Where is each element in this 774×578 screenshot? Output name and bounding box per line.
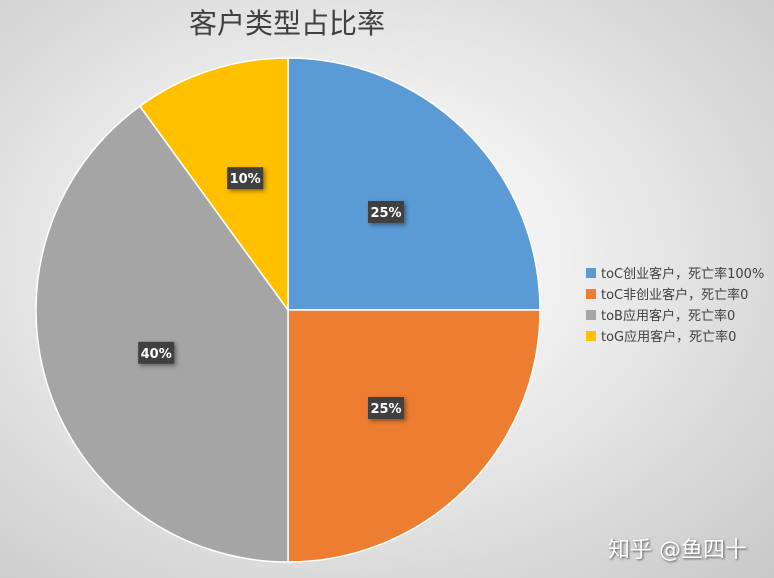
legend-swatch bbox=[586, 267, 596, 278]
svg-text:10%: 10% bbox=[230, 172, 261, 187]
pie-slice bbox=[35, 105, 289, 563]
legend-label: toC创业客户，死亡率100% bbox=[601, 267, 765, 282]
data-label: 40% bbox=[138, 341, 175, 364]
watermark: 知乎 @鱼四十 bbox=[608, 538, 747, 563]
pie-slice bbox=[138, 57, 289, 313]
svg-text:40%: 40% bbox=[141, 347, 172, 362]
data-label: 10% bbox=[227, 167, 264, 190]
chart-title: 客户类型占比率 bbox=[188, 7, 385, 40]
legend-swatch bbox=[586, 309, 596, 320]
pie-slice bbox=[287, 309, 541, 563]
legend-label: toC非创业客户，死亡率0 bbox=[601, 288, 749, 303]
pie-slice bbox=[287, 57, 541, 311]
legend-swatch bbox=[586, 288, 596, 299]
svg-text:25%: 25% bbox=[370, 402, 401, 417]
legend-item: toC非创业客户，死亡率0 bbox=[586, 283, 764, 304]
legend-item: toC创业客户，死亡率100% bbox=[586, 262, 764, 283]
data-label: 25% bbox=[368, 397, 405, 420]
data-label: 25% bbox=[368, 200, 405, 223]
svg-text:25%: 25% bbox=[370, 206, 401, 221]
legend-label: toG应用客户，死亡率0 bbox=[601, 330, 737, 345]
legend-label: toB应用客户，死亡率0 bbox=[601, 309, 736, 324]
legend-item: toB应用客户，死亡率0 bbox=[586, 304, 764, 325]
legend-swatch bbox=[586, 330, 596, 341]
legend: toC创业客户，死亡率100% toC非创业客户，死亡率0 toB应用客户，死亡率0… bbox=[586, 262, 764, 346]
legend-item: toG应用客户，死亡率0 bbox=[586, 325, 764, 346]
